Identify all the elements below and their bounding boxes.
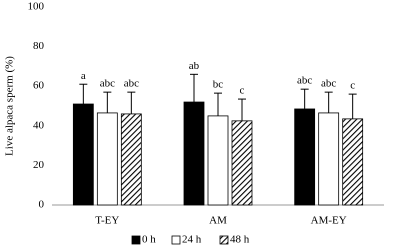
bar [96,112,118,206]
significance-label: bc [213,79,224,91]
significance-label: abc [297,75,312,87]
legend-swatch [219,235,229,245]
legend-swatch [171,235,181,245]
significance-label: abc [321,78,336,90]
x-tick-label: T-EY [95,215,119,227]
error-bar [214,92,222,116]
legend-label: 48 h [230,234,250,246]
bar [294,108,316,206]
significance-label: a [81,70,86,82]
significance-label: abc [100,78,115,90]
bar [342,118,364,206]
error-bar [127,91,136,114]
error-bar [79,83,88,105]
significance-label: c [350,80,355,92]
y-tick-label: 20 [33,159,45,171]
error-bar [324,91,333,113]
significance-label: c [240,85,245,97]
error-bar [300,88,309,109]
bar [231,120,253,206]
error-bar [238,98,246,121]
y-tick-label: 80 [33,40,45,52]
y-tick-label: 40 [33,119,45,131]
legend-swatch [131,235,141,245]
legend-label: 24 h [182,234,202,246]
error-bar [103,91,112,113]
bar [183,101,205,206]
significance-label: abc [124,78,139,90]
y-tick-label: 100 [28,1,45,13]
y-tick-label: 0 [39,199,45,211]
error-bar [190,73,198,103]
y-axis-title: Live alpaca sperm (%) [4,56,16,156]
bar [207,115,229,206]
x-tick-label: AM-EY [311,215,347,227]
bar [72,103,94,206]
bar [318,112,340,206]
significance-label: ab [189,60,200,72]
legend-label: 0 h [142,234,156,246]
bar [120,113,142,206]
y-tick-label: 60 [33,80,45,92]
error-bar [348,93,357,119]
x-tick-label: AM [209,215,227,227]
